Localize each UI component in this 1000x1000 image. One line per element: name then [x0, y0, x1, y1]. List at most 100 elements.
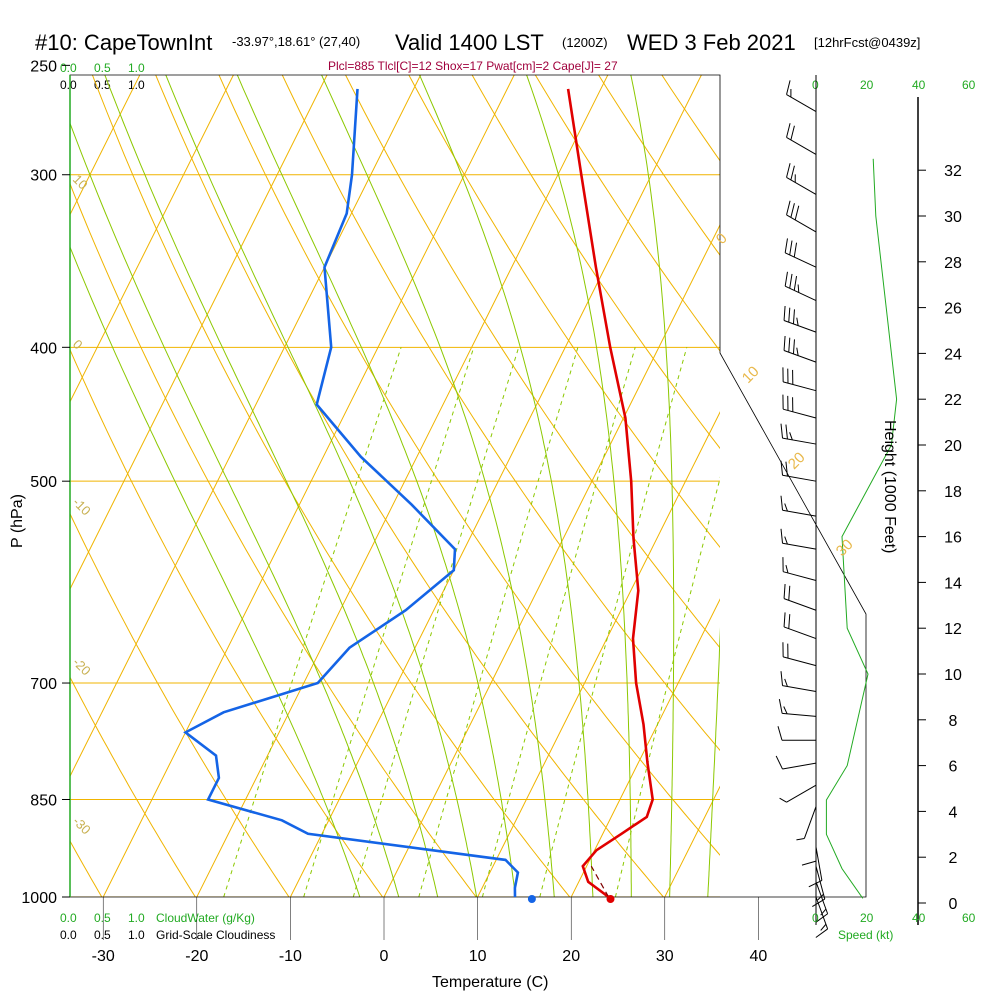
cloudiness-tick: 0.5 [94, 928, 111, 942]
wind-barb-flag [796, 317, 799, 326]
wind-barb-flag [794, 205, 800, 221]
wind-barb [801, 827, 817, 866]
wind-barb-flag [783, 706, 788, 715]
wind-barb-staff [783, 571, 817, 581]
temperature-tick-label: -30 [92, 948, 115, 965]
cloud-water-scale-bottom: 0.0 0.5 1.0 CloudWater (g/Kg) [60, 911, 255, 925]
temperature-tick-label: 0 [380, 948, 389, 965]
wind-barb-staff [782, 685, 817, 693]
wind-barb-flag [788, 614, 791, 629]
wind-barb [783, 612, 817, 640]
height-tick-label: 16 [944, 530, 962, 547]
wind-barb-flag [778, 699, 783, 714]
moist-adiabat-line [104, 75, 439, 897]
pressure-tick-label: 850 [30, 793, 57, 810]
wind-barb-flag [796, 837, 805, 841]
wind-barb-staff [815, 866, 826, 900]
wind-barb [796, 806, 817, 841]
height-tick-label: 32 [944, 163, 962, 180]
surface-temperature-marker [606, 895, 615, 903]
wind-barb [780, 423, 817, 445]
moist-adiabat-line [526, 75, 632, 897]
wind-speed-line [825, 158, 898, 899]
wind-barb-flag [784, 271, 788, 287]
wind-barb-staff [786, 176, 817, 195]
wind-barb-flag [780, 671, 784, 686]
dry-adiabat-line [345, 75, 720, 649]
mixing-ratio-label: 5 [420, 902, 435, 917]
pressure-tick-label: 1000 [21, 890, 57, 907]
plot-frame [69, 74, 867, 898]
wind-barb-flag [783, 335, 786, 351]
wind-barb [780, 460, 817, 482]
wind-barb-staff [803, 806, 817, 839]
dry-adiabat-label: -30 [70, 814, 94, 838]
wind-barb-flag [785, 565, 789, 574]
wind-barb-flag [784, 678, 788, 687]
wind-barb [786, 200, 817, 233]
temperature-tick-label: -20 [185, 948, 208, 965]
wind-barb-staff [784, 285, 817, 302]
height-tick-label: 26 [944, 301, 962, 318]
isotherm-line [70, 75, 141, 216]
dry-adiabat-label: 0 [70, 337, 86, 353]
wind-barb [780, 671, 817, 693]
wind-barb-staff [786, 136, 817, 155]
sounding-curves [183, 88, 655, 897]
wind-barb [815, 896, 829, 938]
temperature-tick-label: 40 [750, 948, 768, 965]
mixing-ratio-line [614, 476, 720, 897]
dry-adiabat-line [70, 676, 196, 897]
dry-adiabat-label: -10 [70, 495, 94, 519]
isotherm-line [70, 75, 422, 778]
wind-barb-flag [815, 928, 828, 938]
isotherm-line [102, 75, 515, 897]
dry-adiabat-line [408, 75, 720, 548]
speed-tick: 40 [912, 911, 926, 925]
cloudiness-tick: 0.5 [94, 78, 111, 92]
mixing-ratio-label: 12 [540, 898, 560, 918]
moist-adiabat-line [630, 75, 675, 897]
wind-barb-staff [783, 408, 817, 419]
wind-barb-flag [817, 893, 824, 901]
wind-barb-flag [779, 797, 787, 803]
wind-barb-flag [784, 536, 788, 545]
cloudiness-tick: 0.0 [60, 78, 77, 92]
moist-adiabat-line [165, 75, 478, 897]
temperature-tick-label: 10 [469, 948, 487, 965]
wind-barb [784, 238, 817, 268]
wind-barb [782, 367, 817, 392]
mixing-ratio-line [418, 347, 579, 897]
moist-adiabat-line [236, 75, 517, 897]
wind-barb [786, 123, 817, 155]
height-tick-label: 20 [944, 438, 962, 455]
background-lines: 1 2 3 5 8 12 20 [70, 65, 1000, 926]
temperature-tick-label: -10 [279, 948, 302, 965]
wind-barb-flag [783, 584, 786, 599]
speed-label: Speed (kt) [838, 928, 893, 942]
cloud-water-tick: 1.0 [128, 61, 145, 75]
height-tick-label: 22 [944, 392, 962, 409]
wind-barb-staff [815, 896, 829, 930]
temperature-line [566, 88, 655, 897]
cloud-water-tick: 0.0 [60, 61, 77, 75]
wind-barb-staff [782, 509, 817, 517]
wind-barb-flag [801, 860, 817, 866]
height-tick-label: 6 [949, 759, 958, 776]
dry-adiabat-line [281, 75, 720, 752]
cloud-water-label: CloudWater (g/Kg) [156, 911, 255, 925]
cloud-water-tick: 1.0 [128, 911, 145, 925]
dry-adiabat-line [471, 75, 720, 450]
wind-barb [778, 699, 817, 717]
isotherm-line [931, 65, 1000, 926]
speed-tick: 20 [860, 78, 874, 92]
cloudiness-scale-bottom: 0.0 0.5 1.0 Grid-Scale Cloudiness [60, 928, 275, 942]
dry-adiabat-line [845, 65, 1000, 926]
height-tick-label: 0 [949, 896, 958, 913]
wind-barb-flag [792, 309, 795, 324]
mixing-ratio-line [223, 347, 402, 897]
wind-barb-flag [784, 503, 788, 512]
valid-time: Valid 1400 LST [395, 30, 544, 55]
wind-barb-staff [786, 94, 817, 112]
mixing-ratio-label: 20 [616, 898, 636, 918]
